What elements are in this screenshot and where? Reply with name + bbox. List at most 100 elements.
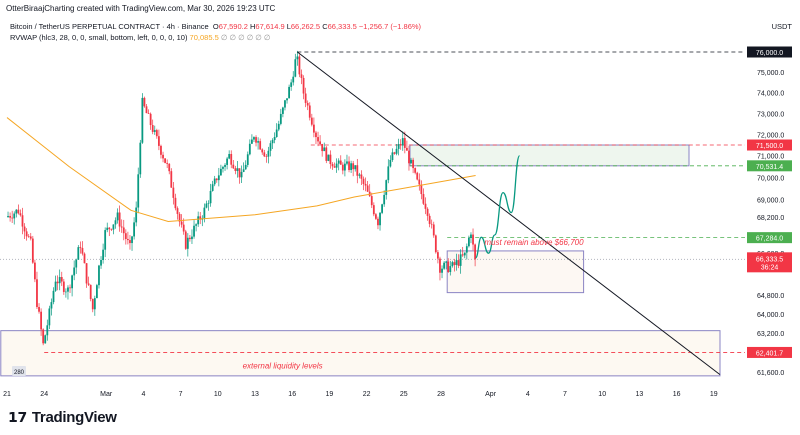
candle	[38, 303, 40, 314]
candle-body	[69, 287, 71, 289]
candle-body	[356, 165, 359, 176]
candle	[337, 158, 340, 171]
candle	[100, 256, 102, 269]
candle-body	[317, 137, 319, 142]
candle	[172, 182, 175, 205]
candle-body	[372, 205, 375, 215]
candle-body	[302, 77, 305, 94]
y-tick-label: 71,000.0	[757, 154, 784, 161]
candle-body	[220, 168, 222, 176]
candle-body	[275, 129, 278, 137]
candle-body	[327, 154, 330, 161]
candle	[437, 250, 439, 264]
candle	[13, 211, 16, 225]
candle-body	[408, 150, 410, 164]
candle-body	[38, 307, 40, 312]
brand-name: TradingView	[31, 409, 117, 426]
candle	[186, 233, 189, 257]
candle-body	[46, 325, 49, 336]
candle-body	[124, 233, 127, 239]
candle-body	[189, 237, 191, 240]
candle	[145, 104, 148, 114]
candle	[455, 253, 458, 271]
x-tick-label: 16	[288, 391, 296, 398]
candle-body	[465, 246, 468, 253]
candle	[354, 165, 357, 172]
symbol-legend: Bitcoin / TetherUS PERPETUAL CONTRACT · …	[10, 22, 421, 31]
candle-body	[232, 164, 235, 169]
candle	[346, 154, 348, 166]
candle-body	[44, 335, 47, 344]
candle-body	[110, 229, 113, 230]
candle-body	[255, 137, 257, 143]
x-tick-label: 4	[141, 391, 145, 398]
candle	[408, 145, 410, 171]
candle	[184, 229, 187, 250]
candle	[207, 200, 210, 211]
candle	[333, 162, 336, 168]
candle	[350, 160, 352, 173]
candle	[131, 235, 133, 251]
candle	[226, 156, 228, 170]
candle	[199, 211, 202, 225]
close-label: C	[322, 22, 328, 31]
annotation-text-1: external liquidity levels	[243, 361, 323, 370]
candle-body	[98, 265, 100, 286]
candle-body	[279, 113, 282, 124]
candle-body	[257, 141, 259, 143]
candle-body	[93, 298, 96, 310]
candle-body	[401, 138, 404, 146]
candle-body	[426, 208, 429, 216]
candle	[288, 84, 290, 99]
candle	[344, 159, 346, 177]
candle	[48, 305, 51, 329]
candle-body	[420, 184, 423, 195]
candle-body	[141, 97, 144, 143]
open-value: 67,590.2	[218, 22, 248, 31]
candle-body	[31, 238, 34, 263]
candle-body	[104, 230, 107, 250]
candle-body	[85, 263, 88, 284]
candle	[232, 160, 235, 169]
currency-label[interactable]: USDT	[771, 22, 792, 31]
candle	[176, 206, 179, 220]
candle	[17, 204, 20, 215]
candle-body	[246, 154, 249, 165]
candle	[217, 167, 220, 187]
candle-body	[23, 226, 26, 232]
candle	[416, 171, 419, 181]
change-value: −1,256.7 (−1.86%)	[358, 22, 422, 31]
candle	[424, 197, 427, 215]
y-tick-label: 64,800.0	[757, 293, 784, 300]
candle	[385, 179, 388, 200]
candle-body	[91, 298, 94, 310]
candle-body	[360, 174, 363, 179]
candle-body	[17, 209, 20, 214]
candle-body	[288, 86, 290, 99]
price-label-4: 62,401.7	[756, 350, 783, 357]
candle	[67, 285, 69, 300]
indicator-value: 70,085.5	[189, 33, 219, 42]
candle	[118, 205, 121, 232]
candle	[230, 150, 233, 169]
candle-body	[292, 76, 295, 83]
annotation-text-0: must remain above $66,700	[484, 238, 584, 247]
candle-body	[145, 106, 148, 114]
candle	[377, 216, 379, 230]
candle	[147, 109, 150, 115]
candle	[259, 138, 262, 151]
candle-body	[455, 260, 458, 265]
candle	[25, 228, 28, 241]
symbol-name[interactable]: Bitcoin / TetherUS PERPETUAL CONTRACT · …	[10, 22, 209, 31]
indicator-legend[interactable]: RVWAP (hlc3, 28, 0, 0, small, bottom, le…	[10, 33, 270, 42]
candle-body	[428, 215, 431, 224]
candle	[203, 203, 206, 223]
candle-body	[468, 238, 470, 247]
candle-body	[193, 225, 195, 237]
candle	[246, 151, 249, 168]
candle-body	[203, 207, 206, 219]
candle	[91, 298, 94, 313]
candle-body	[7, 216, 9, 218]
candle-body	[412, 159, 414, 169]
